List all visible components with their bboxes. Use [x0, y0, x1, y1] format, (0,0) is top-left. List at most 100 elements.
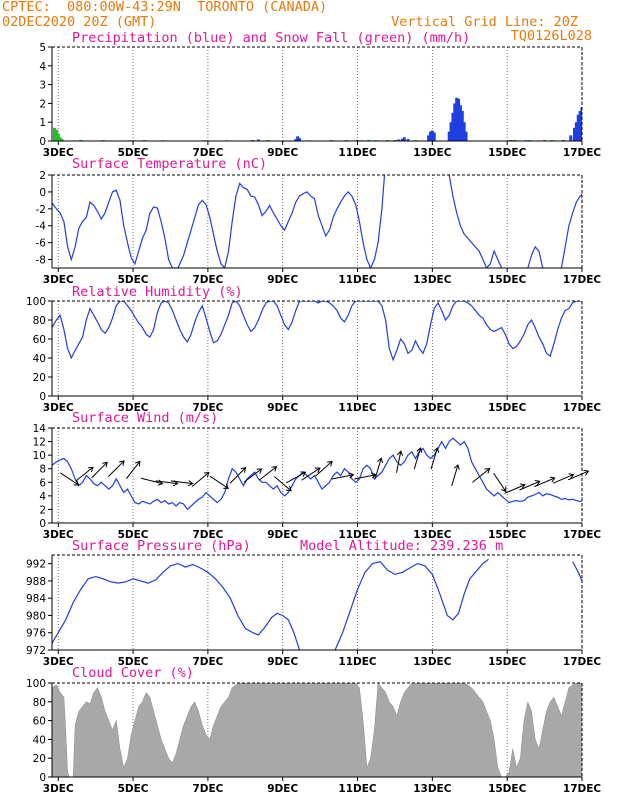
wind-vector-25	[493, 472, 507, 493]
bar-precip-0-1	[256, 139, 260, 141]
plot-area-temp	[52, 175, 582, 268]
bar-precip-0-34	[580, 107, 582, 141]
ytick-label-pressure-3: 984	[26, 593, 46, 605]
bar-precip-0-3	[296, 136, 300, 141]
wind-vector-1	[75, 466, 94, 482]
xtick-label-pressure-4: 11DEC	[338, 656, 377, 668]
xtick-label-rh-5: 13DEC	[413, 402, 452, 414]
header-grid-note: Vertical Grid Line: 20Z	[391, 14, 578, 30]
wind-vector-3	[108, 460, 125, 477]
bar-precip-0-24	[462, 122, 466, 141]
xtick-label-rh-4: 11DEC	[338, 402, 377, 414]
xtick-label-cloud-2: 7DEC	[192, 783, 223, 795]
wind-vector-0	[60, 472, 80, 486]
header-line-1: CPTEC: 080:00W-43:29N TORONTO (CANADA)	[2, 0, 327, 14]
wind-vector-15	[301, 467, 321, 481]
ytick-label-wind-3: 6	[39, 477, 46, 489]
area-cloud-0	[52, 683, 582, 777]
panel-title-cloud: Cloud Cover (%)	[72, 665, 194, 681]
bar-precip-1-5	[79, 139, 83, 141]
panel-temp: -8 -6 -4 -2 0 2 3DEC 5DEC 7DEC 9DEC 11DEC 13DEC 15DE…	[36, 156, 602, 286]
xtick-label-temp-4: 11DEC	[338, 274, 377, 286]
xtick-label-temp-7: 17DEC	[563, 274, 602, 286]
xtick-label-temp-3: 9DEC	[267, 274, 298, 286]
xtick-label-rh-2: 7DEC	[192, 402, 223, 414]
xtick-label-pressure-6: 15DEC	[488, 656, 527, 668]
xtick-label-temp-5: 13DEC	[413, 274, 452, 286]
header-location: TORONTO (CANADA)	[197, 0, 328, 15]
ytick-label-pressure-2: 980	[26, 610, 46, 622]
xtick-label-cloud-3: 9DEC	[267, 783, 298, 795]
panel-cloud: 0 20 40 60 80 100 3DEC 5DEC 7DEC 9DEC 11DEC 13DEC 15…	[26, 665, 601, 795]
xtick-label-wind-3: 9DEC	[267, 529, 298, 541]
xtick-label-precip-5: 13DEC	[413, 147, 452, 159]
xtick-label-precip-0: 3DEC	[43, 147, 74, 159]
bar-precip-1-1	[54, 129, 58, 141]
wind-vector-14	[285, 471, 307, 484]
header-code: TQ0126L028	[510, 28, 592, 44]
ytick-label-temp-5: 2	[39, 170, 46, 182]
ytick-label-cloud-4: 80	[33, 697, 46, 709]
ytick-label-precip-0: 0	[39, 136, 46, 148]
bar-precip-0-13	[428, 131, 432, 141]
wind-vector-29	[552, 473, 575, 484]
bar-precip-0-30	[573, 127, 577, 141]
plot-area-precip	[53, 97, 582, 141]
xtick-label-wind-4: 11DEC	[338, 529, 377, 541]
xtick-label-temp-1: 5DEC	[118, 274, 149, 286]
series-line-pressure-1	[334, 558, 489, 650]
wind-vector-10	[229, 467, 247, 484]
ytick-label-temp-2: -4	[36, 221, 47, 233]
series-line-temp-3	[560, 193, 582, 268]
xtick-label-rh-0: 3DEC	[43, 402, 74, 414]
ytick-label-rh-2: 40	[33, 353, 46, 365]
ytick-label-wind-0: 0	[39, 518, 46, 530]
xtick-label-wind-1: 5DEC	[118, 529, 149, 541]
xtick-label-pressure-5: 13DEC	[413, 656, 452, 668]
ytick-label-wind-6: 12	[33, 437, 46, 449]
wind-vector-26	[504, 483, 526, 494]
wind-vector-9	[209, 475, 230, 489]
ytick-label-precip-1: 1	[39, 117, 46, 129]
bar-precip-0-15	[432, 132, 436, 141]
ytick-label-wind-5: 10	[33, 450, 46, 462]
series-line-temp-1	[448, 175, 503, 268]
wind-vector-21	[413, 447, 423, 470]
header-coords: 080:00W-43:29N	[67, 0, 181, 15]
wind-vector-24	[472, 468, 491, 483]
bar-precip-0-8	[397, 139, 401, 141]
xtick-label-rh-1: 5DEC	[118, 402, 149, 414]
ytick-label-rh-5: 100	[26, 296, 46, 308]
bar-precip-0-21	[457, 98, 461, 141]
xtick-label-pressure-7: 17DEC	[563, 656, 602, 668]
bar-precip-0-19	[453, 103, 457, 141]
bar-precip-0-4	[298, 138, 302, 141]
panel-title-pressure: Surface Pressure (hPa)	[72, 538, 251, 554]
bar-precip-0-10	[402, 137, 406, 141]
wind-vector-17	[331, 472, 355, 480]
plot-area-pressure	[52, 558, 582, 650]
header-agency: CPTEC:	[2, 0, 51, 15]
bar-precip-0-32	[576, 114, 580, 141]
ytick-label-temp-1: -6	[36, 238, 47, 250]
xtick-label-precip-3: 9DEC	[267, 147, 298, 159]
bar-precip-0-31	[574, 122, 578, 141]
panel-title-temp: Surface Temperature (nC)	[72, 156, 267, 172]
xtick-label-precip-1: 5DEC	[118, 147, 149, 159]
bar-precip-0-11	[406, 139, 410, 141]
wind-vector-13	[274, 476, 292, 492]
panel-subtitle-pressure: Model Altitude: 239.236 m	[300, 538, 503, 554]
ytick-label-pressure-5: 992	[26, 559, 46, 571]
xtick-label-wind-6: 15DEC	[488, 529, 527, 541]
bar-precip-1-3	[58, 137, 62, 141]
wind-vector-23	[451, 464, 460, 487]
xtick-label-temp-2: 7DEC	[192, 274, 223, 286]
xtick-label-rh-3: 9DEC	[267, 402, 298, 414]
xtick-label-wind-5: 13DEC	[413, 529, 452, 541]
ytick-label-precip-5: 5	[39, 42, 46, 54]
bar-precip-1-2	[56, 133, 60, 141]
xtick-label-precip-4: 11DEC	[338, 147, 377, 159]
wind-vector-8	[191, 471, 210, 487]
bar-precip-0-12	[427, 135, 431, 141]
